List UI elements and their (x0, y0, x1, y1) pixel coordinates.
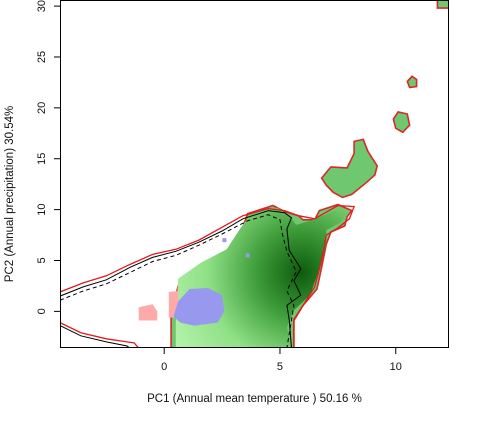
plot-area (60, 0, 449, 348)
contour-black-dashed (60, 214, 297, 348)
y-tick-label: 15 (36, 153, 48, 165)
occupied-area-islet-2 (406, 75, 418, 89)
x-tick-label: 10 (390, 361, 402, 373)
overlap-blue-point-1 (222, 238, 227, 243)
y-tick-label: 25 (36, 51, 48, 63)
density-region (175, 207, 348, 348)
occupied-area-corner (436, 0, 449, 9)
plot-frame (60, 0, 449, 348)
y-axis-title: PC2 (Annual precipitation) 30.54% (4, 106, 16, 282)
x-tick-label: 5 (277, 361, 283, 373)
y-tick-label: 20 (36, 102, 48, 114)
y-tick-label: 0 (36, 308, 48, 314)
overlap-blue-point-2 (245, 253, 250, 258)
y-tick-label: 5 (36, 257, 48, 263)
contour-bottom-black (60, 325, 130, 348)
contour-bottom-red (60, 322, 140, 348)
x-axis-title: PC1 (Annual mean temperature ) 50.16 % (147, 393, 362, 405)
pink-patch-1 (138, 304, 158, 321)
overlap-blue-region (173, 288, 225, 326)
y-tick-label: 10 (36, 203, 48, 215)
contour-red (60, 204, 356, 348)
x-tick-label: 0 (161, 361, 167, 373)
axes: 0 5 10 0 5 10 15 20 25 30 (36, 0, 402, 373)
contour-black-solid (60, 210, 302, 348)
occupied-area-north-band (320, 138, 379, 199)
occupied-area-islet-1 (392, 110, 411, 134)
y-tick-label: 30 (36, 0, 48, 12)
